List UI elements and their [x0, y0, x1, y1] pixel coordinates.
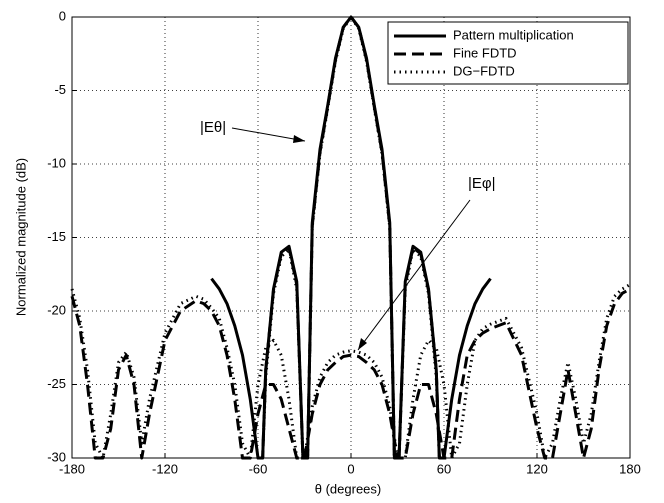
x-tick-label: 120 — [526, 461, 548, 476]
legend-box — [387, 21, 629, 85]
x-tick-label: -60 — [249, 461, 268, 476]
y-tick-label: -10 — [47, 155, 66, 170]
x-tick-label: -120 — [152, 461, 178, 476]
x-tick-label: 180 — [619, 461, 641, 476]
y-tick-label: -30 — [47, 449, 66, 464]
x-tick-label: 60 — [437, 461, 451, 476]
annotation: |Eθ| — [200, 119, 226, 136]
y-tick-label: -15 — [47, 229, 66, 244]
annotation-arrow — [357, 199, 471, 351]
legend-label: Pattern multiplication — [453, 27, 574, 42]
legend: Pattern multiplication Fine FDTD DG−FDTD — [387, 21, 629, 85]
legend-label: Fine FDTD — [453, 45, 517, 60]
legend-label: DG−FDTD — [453, 63, 515, 78]
annotation: |Eφ| — [468, 175, 496, 192]
arrow-head — [293, 135, 305, 143]
y-tick-label: 0 — [59, 8, 66, 23]
y-tick-label: -25 — [47, 376, 66, 391]
y-tick-label: -5 — [54, 82, 66, 97]
y-axis-label: Normalized magnitude (dB) — [13, 158, 28, 316]
x-axis-label: θ (degrees) — [315, 481, 381, 496]
x-tick-label: -180 — [59, 461, 85, 476]
grid: -180 -120 -60 0 60 120 180 -30 -25 -20 -15 -10 -5 0 — [47, 8, 641, 476]
x-tick-label: 0 — [347, 461, 354, 476]
annotation-arrow — [231, 127, 306, 142]
y-tick-label: -20 — [47, 302, 66, 317]
arrow-head — [358, 338, 367, 350]
lines — [70, 15, 631, 460]
